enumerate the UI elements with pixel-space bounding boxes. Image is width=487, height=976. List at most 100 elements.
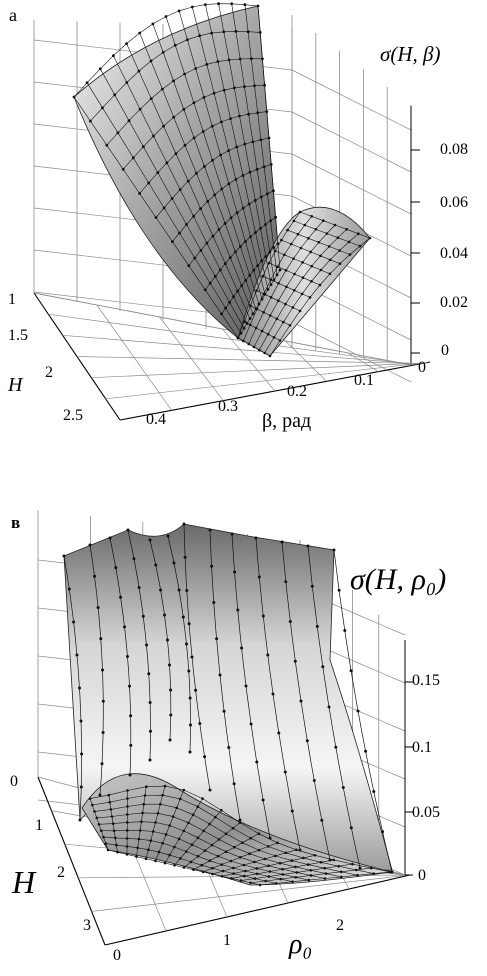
x-tick-label: 0	[113, 947, 121, 964]
z-tick-label: 0	[418, 867, 426, 884]
z-tick-label: 0.04	[440, 245, 468, 262]
mesh-line	[244, 321, 281, 341]
mesh-node	[148, 538, 152, 542]
mesh-node	[149, 729, 152, 733]
mesh-node	[261, 614, 265, 618]
x-axis-label-b: ρ₀	[289, 929, 313, 960]
mesh-node	[215, 637, 219, 641]
z-tick-label: 0.15	[412, 672, 440, 689]
mesh-node	[255, 760, 259, 764]
mesh-node	[288, 620, 292, 623]
y-tick-label: 1.5	[8, 327, 28, 344]
surface-b	[63, 523, 393, 886]
mesh-node	[337, 588, 341, 592]
y-tick-label: 2.5	[63, 407, 83, 424]
mesh-node	[169, 688, 173, 692]
mesh-node	[305, 739, 309, 743]
mesh-line	[126, 43, 251, 319]
z-tick-label: 0.02	[440, 294, 468, 311]
mesh-node	[249, 722, 253, 726]
grid-line	[91, 874, 410, 912]
mesh-node	[290, 809, 294, 813]
mesh-node	[187, 622, 191, 626]
mesh-node	[218, 673, 222, 677]
mesh-node	[101, 731, 105, 734]
mesh-line	[126, 790, 128, 855]
mesh-node	[185, 642, 188, 646]
mesh-node	[293, 659, 297, 663]
mesh-node	[203, 755, 207, 759]
mesh-line	[237, 337, 271, 357]
mesh-node	[321, 665, 325, 669]
y-tick-label: 2	[45, 364, 53, 381]
mesh-line	[221, 855, 316, 877]
z-tick-label: 0	[441, 342, 449, 359]
grid-line	[105, 362, 427, 400]
z-axis-label-b: σ(H, ρ₀)	[350, 563, 447, 596]
mesh-line	[218, 3, 272, 285]
mesh-node	[119, 595, 123, 599]
mesh-line	[202, 842, 278, 873]
mesh-node	[349, 669, 353, 673]
y-tick-label: 2	[57, 864, 65, 881]
mesh-line	[205, 4, 269, 290]
mesh-node	[271, 692, 275, 696]
mesh-node	[244, 684, 248, 688]
mesh-node	[299, 699, 303, 703]
mesh-line	[165, 16, 260, 305]
mesh-node	[283, 770, 287, 774]
mesh-line	[231, 3, 275, 280]
grid-line	[291, 153, 412, 215]
z-axis-label-a: σ(H, β)	[380, 42, 441, 66]
mesh-line	[231, 859, 334, 879]
mesh-node	[100, 762, 104, 766]
mesh-node	[212, 601, 216, 604]
mesh-node	[114, 566, 118, 570]
mesh-line	[240, 863, 353, 881]
mesh-node	[198, 722, 202, 725]
x-axis-label-a: β, рад	[262, 410, 312, 432]
mesh-node	[101, 699, 105, 703]
mesh-line	[268, 262, 321, 286]
mesh-node	[349, 826, 353, 830]
mesh-node	[343, 629, 347, 632]
mesh-node	[166, 534, 170, 538]
mesh-line	[86, 82, 242, 334]
mesh-node	[327, 705, 331, 709]
x-tick-label: 0.3	[218, 398, 238, 415]
mesh-node	[188, 750, 192, 754]
mesh-node	[177, 588, 181, 592]
mesh-node	[334, 745, 338, 749]
mesh-line	[155, 789, 185, 862]
mesh-node	[79, 719, 83, 723]
x-tick-label: 0.1	[354, 372, 374, 389]
mesh-node	[341, 786, 345, 789]
panel-letter-b: в	[11, 513, 21, 532]
mesh-node	[280, 540, 284, 544]
mesh-node	[358, 866, 362, 870]
mesh-line	[100, 68, 245, 329]
mesh-node	[222, 709, 226, 713]
mesh-line	[174, 810, 222, 866]
mesh-line	[183, 822, 241, 868]
mesh-line	[212, 849, 297, 875]
mesh-line	[139, 32, 254, 314]
mesh-node	[257, 575, 261, 579]
mesh-line	[262, 275, 311, 298]
mesh-node	[364, 749, 368, 753]
mesh-line	[113, 55, 248, 324]
mesh-node	[208, 788, 212, 792]
mesh-line	[256, 290, 301, 312]
mesh-node	[356, 709, 360, 713]
mesh-node	[390, 870, 394, 874]
mesh-node	[126, 655, 129, 658]
mesh-line	[244, 4, 278, 275]
mesh-node	[88, 543, 92, 547]
mesh-node	[137, 586, 141, 589]
mesh-node	[129, 743, 133, 747]
mesh-node	[166, 638, 169, 642]
mesh-node	[277, 731, 281, 735]
mesh-line	[89, 798, 109, 851]
z-tick-label: 0.06	[440, 194, 468, 211]
mesh-node	[126, 528, 130, 532]
